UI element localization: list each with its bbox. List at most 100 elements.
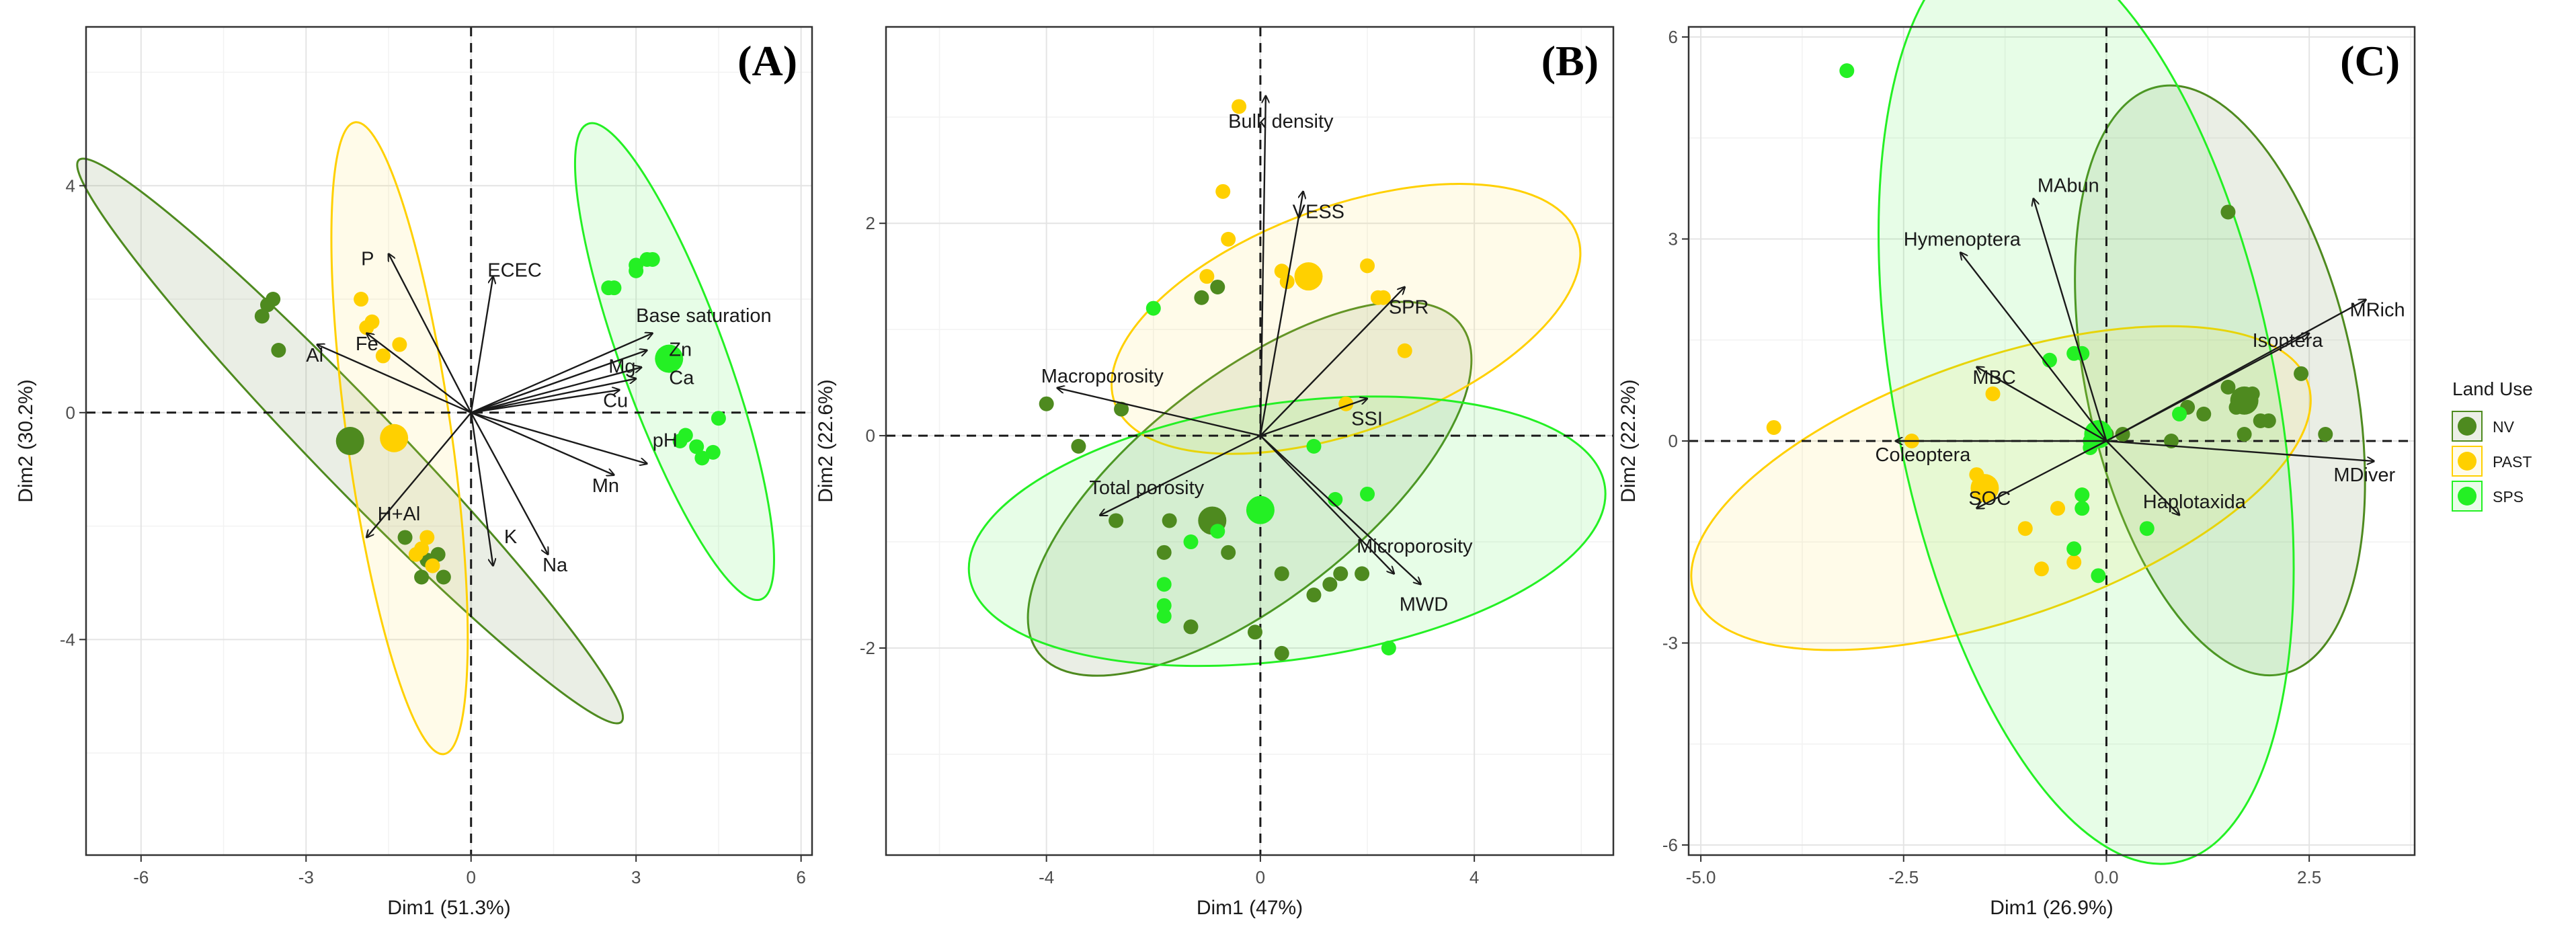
panel-b-point-nv (1109, 513, 1124, 528)
panel-b-vector-label-bulk-density: Bulk density (1228, 111, 1334, 132)
panel-b-vectors: Bulk density VESS SPR SSI Macroporosity Total… (1041, 96, 1473, 616)
panel-b-vector-mwd (1260, 435, 1421, 584)
panel-a-centroid-past (380, 424, 409, 452)
panel-c-vectors: MAbun Hymenoptera MRich Isoptera MBC Coleopte… (1876, 175, 2405, 515)
panel-b-point-sps (1360, 486, 1375, 501)
panel-c-point-nv (2318, 426, 2333, 442)
panel-c-vector-label-coleoptera: Coleoptera (1876, 444, 1972, 466)
panel-c-y-tick-label: 6 (1668, 27, 1678, 47)
panel-b: Bulk density VESS SPR SSI Macroporosity Total… (815, 26, 1615, 919)
panel-b-series-sps (1145, 300, 1396, 655)
panel-a-point-past (425, 558, 440, 573)
panel-b-point-nv (1071, 438, 1086, 454)
panel-b-point-nv (1322, 577, 1338, 592)
panel-a-vector-fe (366, 333, 472, 413)
panel-b-point-past (1360, 258, 1375, 274)
panel-b-x-tick-label: 4 (1470, 867, 1479, 887)
panel-a-point-sps (689, 439, 705, 454)
panel-b-point-nv (1039, 396, 1054, 411)
panel-b-ellipse-sps (967, 395, 1607, 668)
panel-a-series-sps (601, 251, 726, 466)
panel-a-vector-label-base-saturation: Base saturation (636, 305, 772, 327)
panel-a-x-tick-label: -3 (298, 867, 314, 887)
panel-c-y-tick-label: -6 (1662, 835, 1678, 855)
panel-a-frame (85, 26, 813, 856)
panel-a-point-nv (254, 309, 270, 324)
panel-b-centroid-sps (1246, 495, 1275, 524)
panel-c-vector-label-mrich: MRich (2349, 300, 2405, 321)
panel-a-point-sps (694, 450, 710, 466)
panel-c-ellipse-past (1690, 325, 2312, 651)
panel-b-point-nv (1333, 566, 1349, 581)
panel-a-point-sps (711, 411, 726, 426)
panel-a-vector-ecec (470, 276, 493, 413)
panel-b-point-nv (1162, 513, 1177, 528)
panel-c-vector-isoptera (2105, 333, 2309, 442)
panel-a-y-axis-title: Dim2 (30.2%) (15, 379, 37, 502)
panel-c-y-tick-label: 3 (1668, 229, 1678, 249)
panel-b-series-past (1199, 99, 1412, 411)
panel-b-point-nv (1114, 401, 1129, 417)
panel-b-point-past (1375, 290, 1391, 305)
panel-b-vector-label-vess: VESS (1293, 201, 1344, 223)
panel-b-x-tick-label: -4 (1039, 867, 1054, 887)
panel-c-centroid-past (1970, 474, 1999, 503)
panel-a-vectors: P ECEC Base saturation Zn Mg Ca Cu pH Mn Fe Al H+Al… (306, 248, 771, 576)
panel-c-x-tick-label: 0.0 (2094, 867, 2118, 887)
panel-c-vector-haplotaxida (2105, 440, 2179, 515)
panel-a-point-sps (645, 251, 660, 267)
panel-b-label: (B) (1541, 37, 1599, 85)
legend-entry-nv: NV (2452, 411, 2515, 442)
panel-b-vector-total-porosity (1100, 435, 1261, 515)
panel-c-centroid-sps (2084, 419, 2113, 448)
panel-b-y-axis-title: Dim2 (22.6%) (815, 379, 837, 502)
panel-a-vector-label-fe: Fe (356, 333, 378, 355)
panel-b-vector-vess (1259, 192, 1303, 436)
panel-c-point-nv (2261, 413, 2276, 428)
panel-c-y-tick-label: 0 (1668, 431, 1678, 451)
panel-b-point-sps (1183, 534, 1199, 550)
panel-c-point-past (2017, 521, 2033, 536)
panel-a-vector-mg (471, 367, 642, 413)
panel-a-vector-al (317, 345, 472, 413)
panel-a-y-tick-label: -4 (60, 629, 75, 649)
panel-a-plot-area (86, 27, 812, 855)
panel-a-point-sps (705, 444, 721, 460)
panel-c-point-sps (2066, 541, 2082, 557)
panel-c-x-tick-label: -2.5 (1888, 867, 1919, 887)
panel-a-point-nv (271, 342, 286, 358)
panel-c-point-nv (2196, 406, 2212, 421)
panel-a-x-tick-label: 0 (466, 867, 475, 887)
panel-b-vector-label-spr: SPR (1389, 296, 1429, 318)
legend-label-sps: SPS (2493, 488, 2524, 506)
panel-c-vector-hymenoptera (1960, 253, 2107, 442)
panel-a-vector-label-mg: Mg (608, 356, 635, 378)
panel-b-point-past (1397, 343, 1412, 358)
panel-b-x-axis-title: Dim1 (47%) (1197, 897, 1303, 919)
panel-a-x-tick-label: 3 (631, 867, 641, 887)
panel-c-point-sps (2075, 501, 2090, 516)
panel-a-vector-label-k: K (504, 526, 518, 548)
panel-c-vector-label-hymenoptera: Hymenoptera (1904, 229, 2021, 251)
panel-a-y-tick-label: 0 (66, 403, 75, 423)
panel-c-vector-label-isoptera: Isoptera (2253, 330, 2324, 352)
panel-b-point-sps (1306, 438, 1322, 454)
panel-c-vector-label-mabun: MAbun (2038, 175, 2099, 196)
panel-a-vector-label-h-al: H+Al (378, 504, 421, 525)
panel-b-point-nv (1210, 279, 1225, 294)
panel-c-vector-soc (1976, 440, 2107, 508)
panel-c-vector-mdiver (2106, 440, 2374, 461)
panel-c-point-past (2050, 501, 2066, 516)
panel-a-vector-base-saturation (471, 333, 653, 413)
panel-a-series-past (354, 292, 440, 573)
panel-c: MAbun Hymenoptera MRich Isoptera MBC Coleopte… (1617, 0, 2416, 919)
panel-b-point-nv (1156, 545, 1172, 560)
panel-c-vector-label-soc: SOC (1968, 488, 2011, 510)
panel-a-vector-na (470, 412, 549, 555)
panel-a-centroid-sps (655, 344, 684, 373)
legend-entry-sps: SPS (2452, 481, 2524, 512)
panel-c-point-sps (2075, 487, 2090, 503)
legend-entry-past: PAST (2452, 446, 2532, 477)
panel-b-point-sps (1381, 641, 1396, 655)
